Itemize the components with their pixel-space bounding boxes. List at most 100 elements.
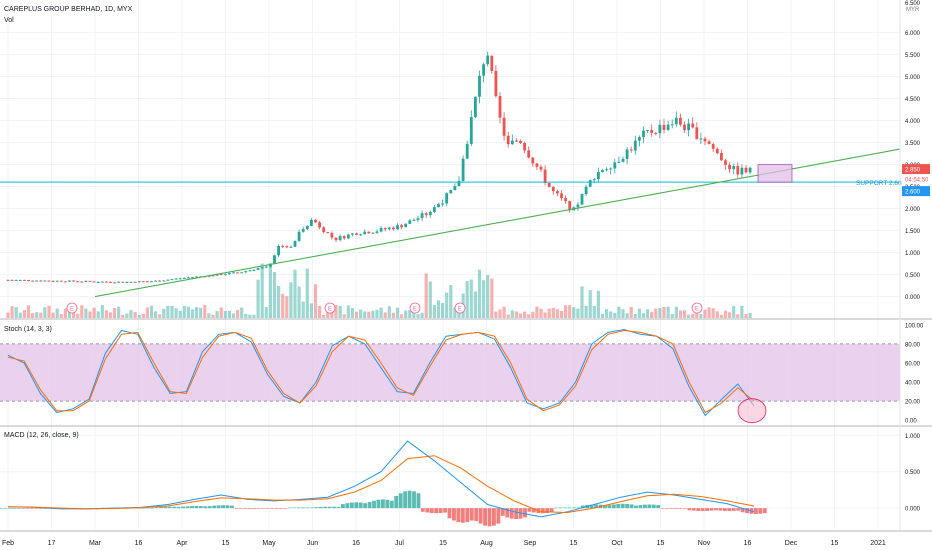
candle-body [597,172,600,180]
macd-histogram-bar [647,504,652,509]
x-tick-label: 15 [222,540,230,547]
candle-body [748,167,752,173]
macd-label: MACD (12, 26, close, 9) [4,432,79,439]
volume-bar [711,308,715,318]
last-price-tag-text: 2.850 [905,168,921,174]
volume-bar [35,312,39,318]
candle-body [105,281,108,283]
volume-bar [211,314,215,318]
macd-histogram-bar [438,508,443,514]
volume-bar [51,312,55,318]
volume-bar [326,311,330,318]
macd-histogram-bar [25,508,30,509]
price-tick-label: 6.000 [905,31,921,37]
macd-histogram-bar [345,503,350,509]
volume-bar [600,313,605,318]
candle-body [453,186,457,191]
support-price-tag-bg [902,186,930,197]
volume-bar [154,311,158,318]
candle-body [260,267,264,269]
x-tick-label: Nov [698,540,711,547]
candle-body [141,281,145,283]
macd-histogram-bar [3,508,8,509]
macd-histogram-bar [194,505,199,509]
candle-body [387,227,391,230]
macd-histogram-bar [230,505,234,509]
candle-body [404,223,408,228]
volume-bar [359,309,363,318]
macd-histogram-bar [407,490,412,509]
volume-bar [391,312,395,318]
macd-histogram-bar [580,505,585,509]
macd-histogram-bar [287,507,292,509]
candle-body [527,150,531,158]
candle-body [469,117,473,144]
macd-histogram-bar [221,505,225,509]
price-tick-label: 0.000 [905,295,921,301]
volume-bar [723,310,728,318]
candle-body [711,144,715,149]
volume-bar [699,314,703,318]
price-tick-label: 1.000 [905,251,921,257]
macd-histogram-bar [465,508,470,523]
volume-bar [76,313,80,318]
volume-bar [564,305,568,318]
volume-bar [568,305,572,318]
event-marker: E [409,302,421,314]
macd-histogram-bar [545,508,550,514]
candle-body [392,227,395,230]
candle-body [314,219,317,223]
event-marker-label: E [458,307,462,313]
volume-bar [149,305,154,318]
x-tick-label: 16 [744,540,752,547]
macd-histogram-bar [554,507,559,509]
macd-histogram-bar [158,506,163,509]
volume-bar [289,282,293,318]
candle-body [322,227,326,233]
volume-bar [490,278,494,318]
candle-body [305,226,309,230]
macd-histogram-bar [589,504,594,509]
candle-body [412,219,416,221]
volume-bar [551,307,555,318]
volume-bar [744,313,748,318]
candle-body [662,124,666,130]
candle-body [482,64,485,76]
event-marker-circle [324,302,336,314]
volume-bar [506,314,510,318]
volume-bar [342,314,346,318]
candle-body [535,163,539,167]
volume-bar [559,311,564,318]
candle-body [609,168,613,170]
candle-body [154,280,157,282]
volume-bar [469,279,473,318]
candle-body [211,275,215,277]
macd-histogram-bar [398,493,403,509]
candle-body [715,148,719,154]
volume-bar [658,308,662,318]
macd-histogram-bar [318,506,323,509]
macd-histogram-bar [687,508,692,511]
candle-body [84,280,88,282]
event-marker: E [66,302,78,314]
volume-bar [55,308,59,318]
candle-body [244,271,248,273]
volume-bar [588,290,592,318]
candle-body [191,277,194,279]
macd-histogram-bar [527,508,532,512]
macd-histogram-bar [509,508,514,519]
candle-body [277,245,280,256]
macd-histogram-bar [576,507,581,509]
volume-bar [715,311,719,318]
volume-bar [129,310,133,318]
macd-histogram-bar [323,506,328,509]
candle-body [379,228,383,232]
volume-bar [260,263,264,318]
macd-histogram-bar [611,504,616,509]
candle-body [80,281,84,283]
candle-body [371,232,375,234]
candle-body [720,153,723,161]
volume-bar [170,306,174,318]
x-tick-label: May [262,540,276,547]
candle-body [301,229,305,232]
